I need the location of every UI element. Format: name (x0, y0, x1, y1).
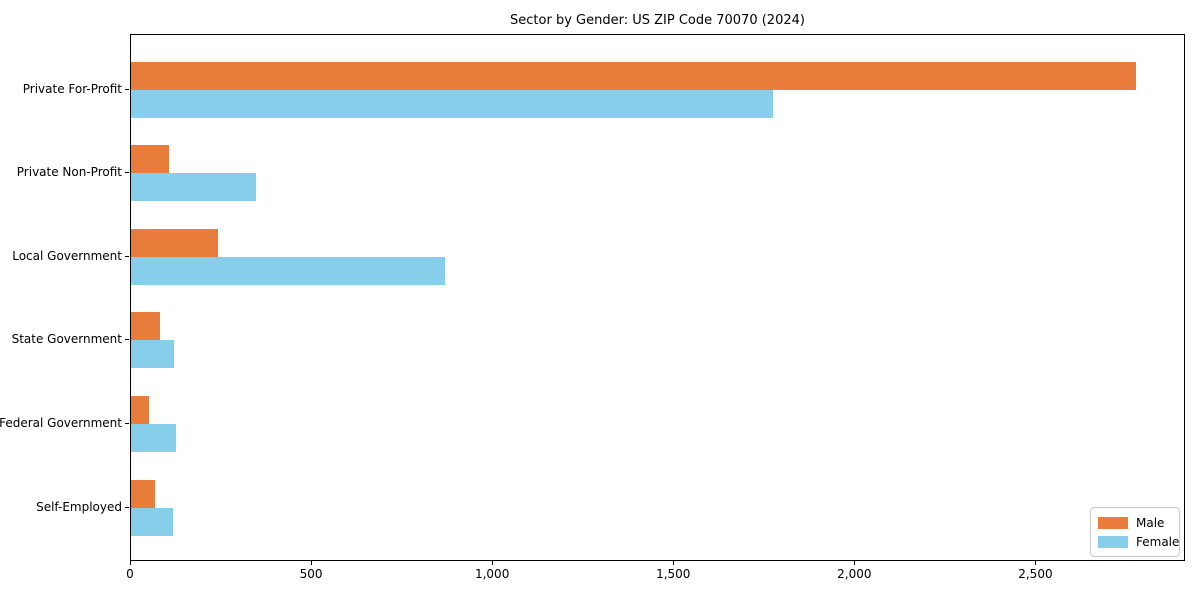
legend-swatch-female (1098, 535, 1128, 548)
y-axis-tick (125, 88, 129, 90)
bar-female-0 (131, 89, 774, 118)
y-axis-label: Self-Employed (36, 499, 122, 514)
legend-label: Male (1136, 515, 1165, 530)
x-axis-label: 2,000 (837, 567, 872, 581)
y-axis-tick (125, 172, 129, 174)
bar-male-2 (131, 228, 218, 257)
legend-swatch-male (1098, 516, 1128, 529)
bar-male-5 (131, 479, 155, 508)
legend: Male Female (1090, 507, 1180, 557)
x-axis-tick (673, 561, 675, 565)
bar-female-3 (131, 340, 174, 369)
x-axis-tick (130, 561, 131, 565)
y-axis-tick (125, 506, 129, 508)
x-axis-tick (854, 561, 856, 565)
legend-entry-male: Male (1098, 513, 1171, 532)
y-axis-label: Private Non-Profit (16, 165, 122, 180)
y-axis-label: Federal Government (0, 415, 122, 430)
x-axis-tick (492, 561, 494, 565)
bar-female-2 (131, 256, 446, 285)
y-axis-label: Private For-Profit (22, 81, 122, 96)
bar-male-3 (131, 312, 160, 341)
bar-male-0 (131, 61, 1136, 90)
x-axis-label: 1,500 (656, 567, 691, 581)
legend-label: Female (1136, 534, 1180, 549)
bar-female-4 (131, 423, 177, 452)
x-axis-label: 500 (299, 567, 323, 581)
bar-female-5 (131, 507, 173, 536)
x-axis-tick (311, 561, 313, 565)
plot-area (130, 34, 1185, 561)
y-axis-tick (125, 339, 129, 341)
y-axis-label: State Government (11, 332, 122, 347)
y-axis-tick (125, 422, 129, 424)
bar-male-4 (131, 395, 150, 424)
y-axis-label: Local Government (12, 248, 122, 263)
x-axis-label: 2,500 (1018, 567, 1053, 581)
bar-female-1 (131, 173, 256, 202)
y-axis-tick (125, 255, 129, 257)
legend-entry-female: Female (1098, 532, 1179, 551)
bar-male-1 (131, 145, 169, 174)
x-axis-tick (1035, 561, 1037, 565)
chart-title: Sector by Gender: US ZIP Code 70070 (202… (510, 13, 805, 28)
x-axis-label: 1,000 (474, 567, 510, 581)
x-axis-label: 0 (126, 567, 134, 581)
